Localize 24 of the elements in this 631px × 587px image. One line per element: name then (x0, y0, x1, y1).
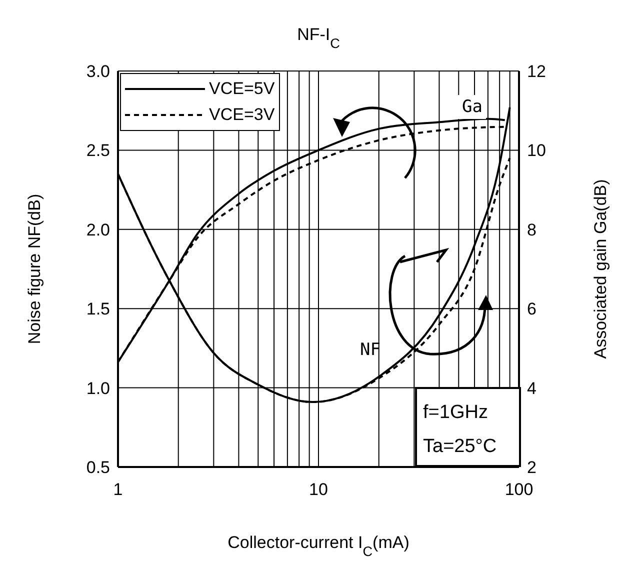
x-tick-label: 1 (113, 480, 123, 500)
chart-title: NF-I$_{C}$ (297, 25, 340, 50)
x-tick-label: 100 (504, 480, 534, 500)
y-tick-label: 2.0 (86, 220, 110, 240)
legend-label: VCE=3V (209, 104, 275, 126)
y2-tick-label: 12 (527, 62, 546, 82)
y-tick-label: 2.5 (86, 141, 110, 160)
y2-tick-label: 6 (527, 300, 536, 319)
y-tick-label: 1.5 (86, 300, 110, 319)
y-tick-label: 0.5 (86, 458, 110, 478)
annotation: Ta=25°C (423, 436, 497, 457)
y2-tick-label: 2 (527, 458, 536, 478)
y-axis-title: Noise figure NF(dB) (25, 194, 44, 344)
y2-tick-label: 8 (527, 220, 536, 240)
legend-label: VCE=5V (209, 78, 275, 100)
y2-tick-label: 4 (527, 378, 536, 398)
annotation: f=1GHz (423, 402, 488, 423)
x-axis-title: Collector-current I$_{C}$(mA) (228, 533, 410, 558)
annotation: Ga (462, 97, 482, 117)
y2-tick-label: 10 (527, 141, 546, 160)
y2-axis-title: Associated gain Ga(dB) (591, 179, 610, 359)
y-tick-label: 3.0 (86, 62, 110, 82)
y-tick-label: 1.0 (86, 378, 110, 398)
x-tick-label: 10 (309, 480, 328, 500)
